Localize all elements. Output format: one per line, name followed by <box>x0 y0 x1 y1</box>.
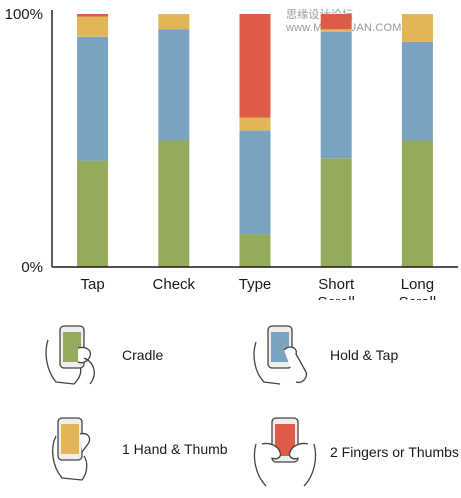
x-tick-label: LongScroll <box>399 276 437 300</box>
y-tick-label: 100% <box>5 6 43 23</box>
two-fingers-thumbs-grip-icon <box>253 417 317 487</box>
x-tick-label: Type <box>239 276 272 293</box>
bar-segment-one-hand-thumb <box>158 14 190 30</box>
bar-segment-two-fingers-thumbs <box>239 14 271 118</box>
bar-segment-cradle <box>77 160 109 267</box>
legend-label-hold-tap: Hold & Tap <box>330 347 399 363</box>
stacked-bar-chart: Tap Check Type ShortScroll LongScroll 0% 100% <box>5 6 458 300</box>
bar-segment-hold-tap <box>401 41 433 141</box>
legend-item-one-hand-thumb: 1 Hand & Thumb <box>40 414 228 484</box>
bar-segment-one-hand-thumb <box>401 14 433 42</box>
bar-segment-hold-tap <box>239 130 271 235</box>
legend-label-cradle: Cradle <box>122 347 164 363</box>
legend-item-cradle: Cradle <box>40 322 163 388</box>
bar-segment-cradle <box>239 234 271 267</box>
x-tick-label: Check <box>153 276 196 293</box>
bar-segment-hold-tap <box>158 29 190 141</box>
legend-item-hold-tap: Hold & Tap <box>250 322 398 388</box>
legend-label-one-hand-thumb: 1 Hand & Thumb <box>122 441 228 457</box>
bar-segment-cradle <box>320 158 352 267</box>
bar-segment-two-fingers-thumbs <box>320 14 352 30</box>
hold-tap-grip-icon <box>253 325 308 385</box>
bar-segment-hold-tap <box>320 31 352 159</box>
bar-segment-cradle <box>401 140 433 267</box>
bar-segment-two-fingers-thumbs <box>77 14 109 17</box>
bar-segment-cradle <box>158 140 190 267</box>
bar-segment-hold-tap <box>77 36 109 161</box>
bar-segment-one-hand-thumb <box>320 29 352 32</box>
bar-segment-one-hand-thumb <box>77 16 109 37</box>
x-tick-label: ShortScroll <box>317 276 355 300</box>
one-hand-thumb-grip-icon <box>51 417 91 481</box>
bar-segment-one-hand-thumb <box>239 117 271 131</box>
cradle-grip-icon <box>45 325 95 385</box>
legend-item-two-fingers-thumbs: 2 Fingers or Thumbs <box>250 414 459 490</box>
legend-label-two-fingers-thumbs: 2 Fingers or Thumbs <box>330 444 459 460</box>
y-tick-label: 0% <box>21 259 43 276</box>
x-tick-label: Tap <box>81 276 105 293</box>
